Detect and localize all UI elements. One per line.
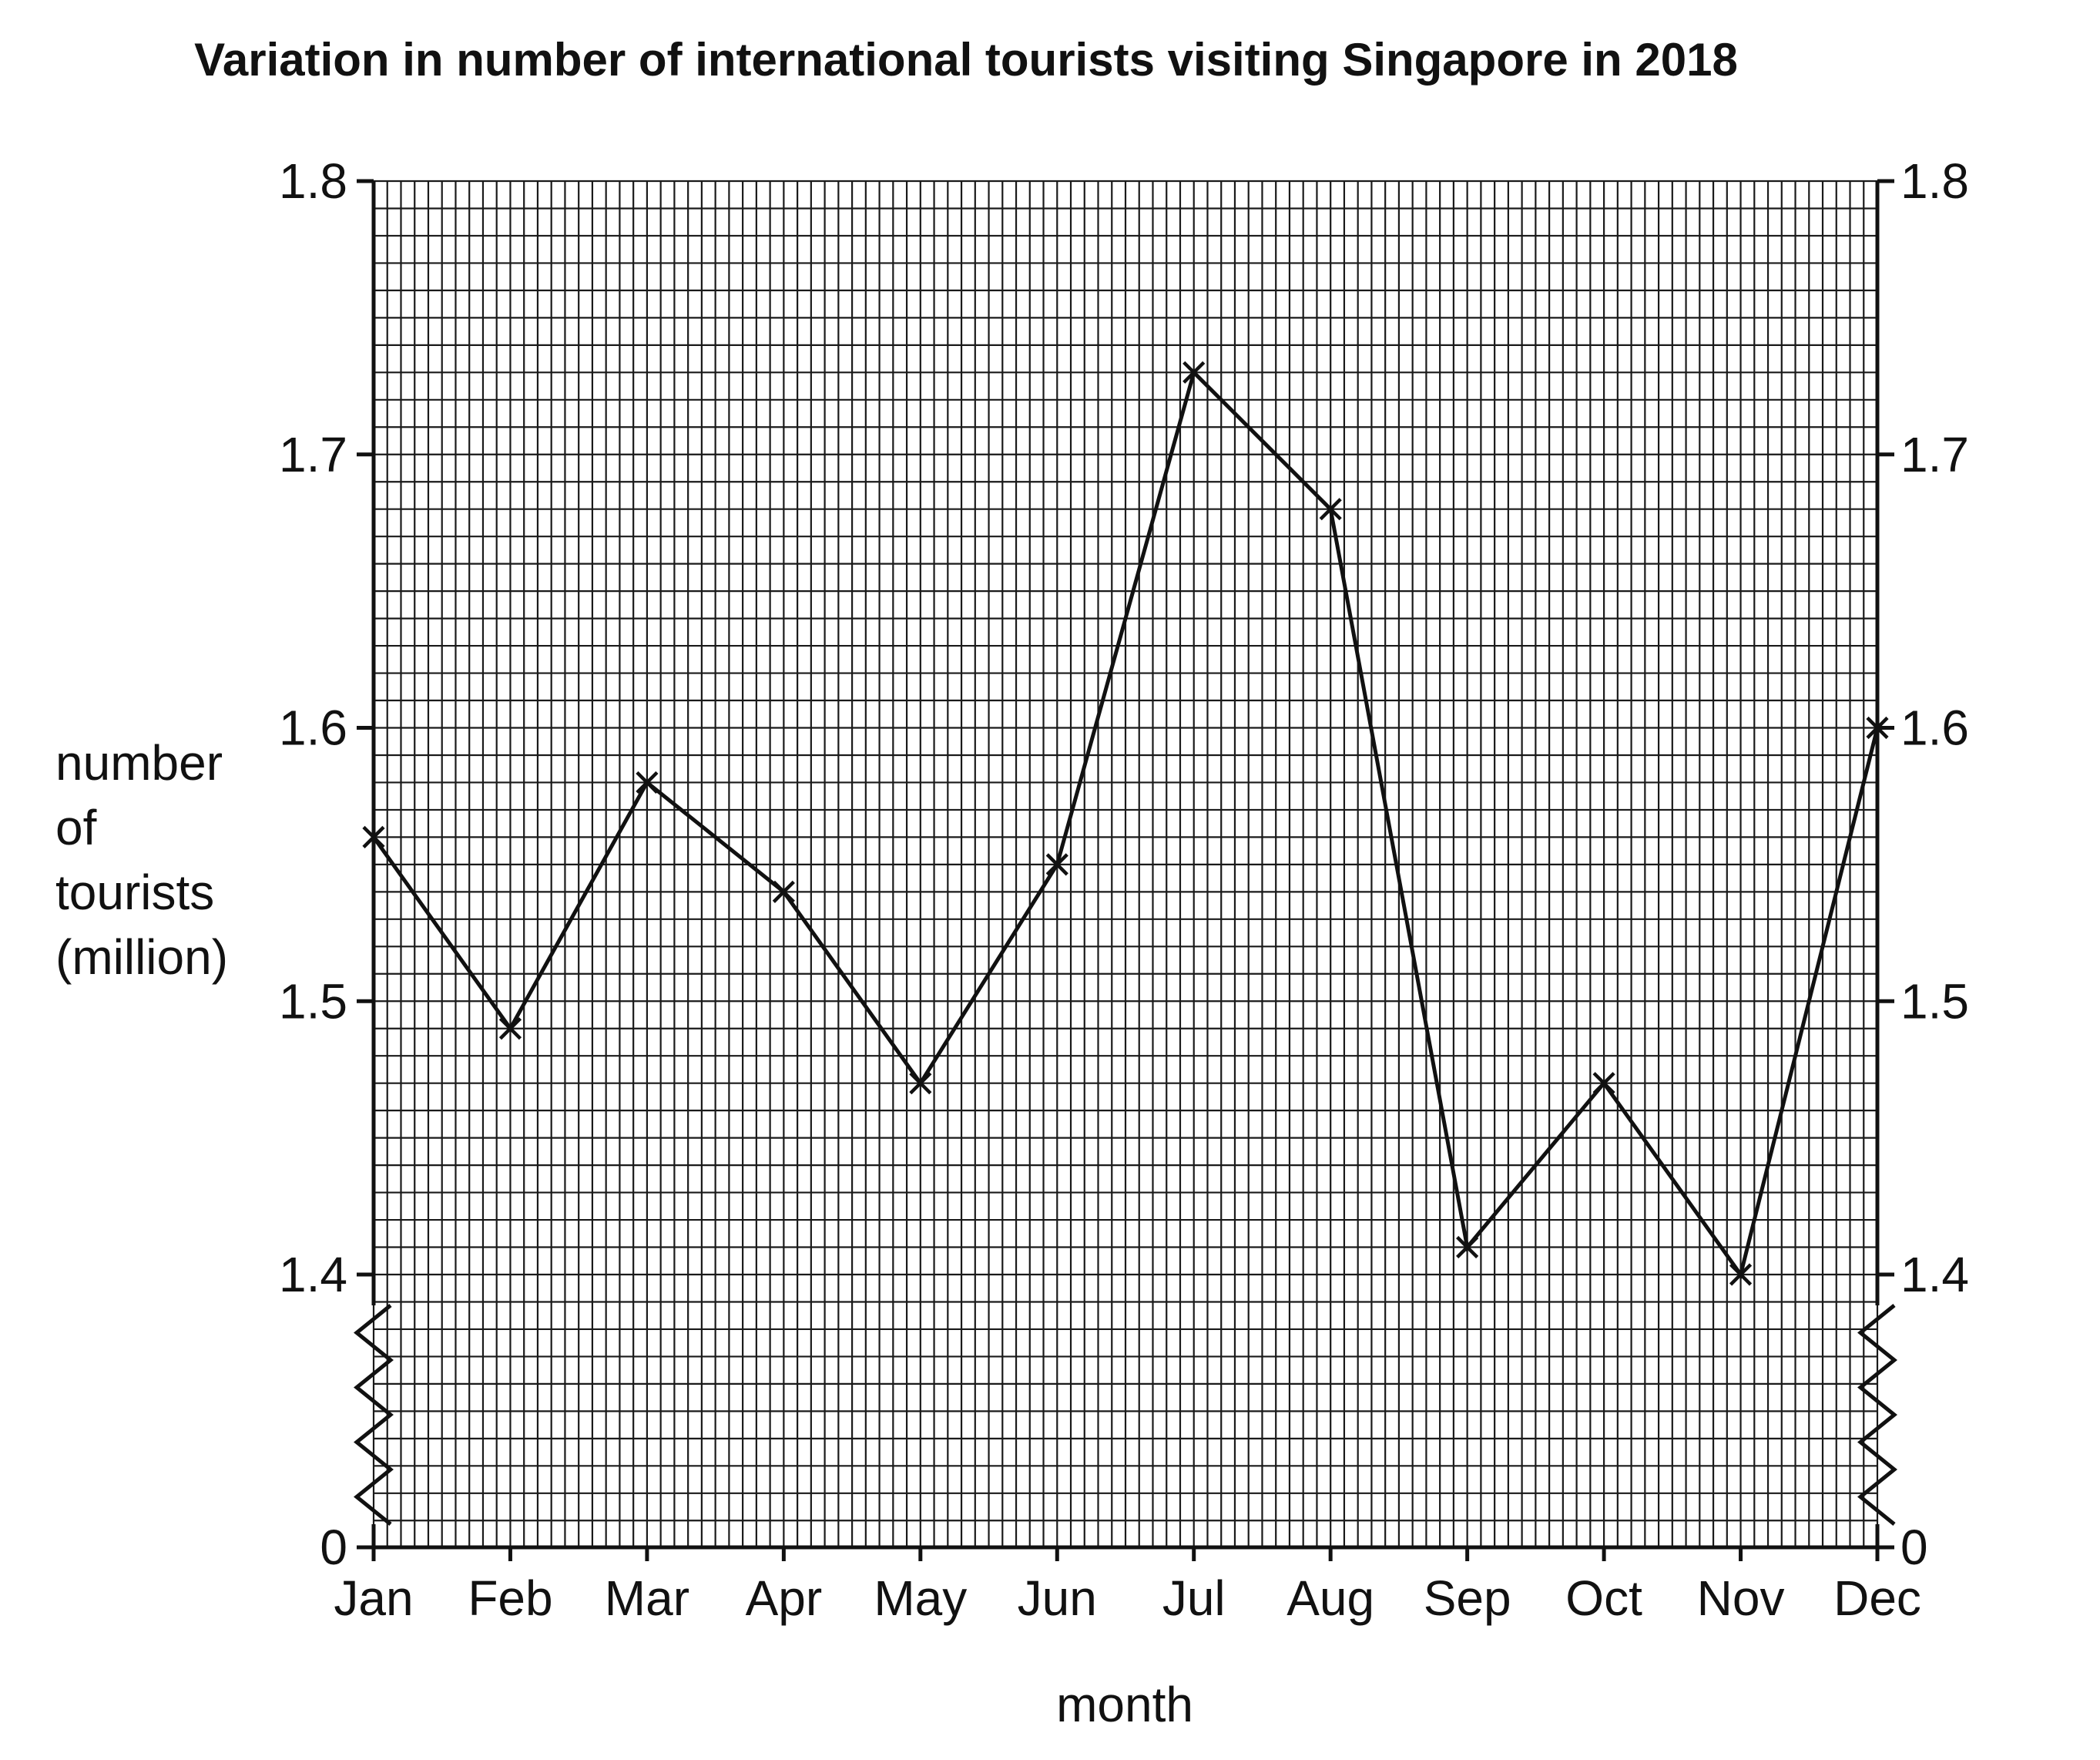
- y-axis-label-line-3: tourists: [55, 865, 214, 920]
- axis-break-left: [354, 1304, 394, 1526]
- marker-stroke: [1045, 853, 1068, 876]
- marker-stroke: [1592, 1072, 1615, 1095]
- y-tick-label-right: 1.5: [1900, 973, 1969, 1029]
- y-tick-label-right: 1.7: [1900, 427, 1969, 482]
- data-point-marker: [1729, 1263, 1753, 1286]
- x-tick-label: Sep: [1424, 1570, 1511, 1626]
- data-point-marker: [1319, 498, 1342, 521]
- data-point-marker: [1045, 853, 1068, 876]
- series: [362, 361, 1889, 1286]
- x-tick-label: Feb: [468, 1570, 552, 1626]
- data-point-marker: [1456, 1235, 1479, 1259]
- series-line: [371, 368, 1880, 1279]
- x-tick-label: Nov: [1697, 1570, 1785, 1626]
- data-point-marker: [636, 771, 659, 794]
- axes: [357, 179, 1894, 1561]
- x-tick-label: Jan: [334, 1570, 413, 1626]
- data-point-marker: [1866, 716, 1889, 740]
- x-tick-label: Oct: [1565, 1570, 1642, 1626]
- y-tick-label-left: 1.7: [279, 427, 347, 482]
- y-tick-label-right: 1.6: [1900, 700, 1969, 756]
- marker-stroke: [636, 771, 659, 794]
- x-tick-label: Jul: [1162, 1570, 1226, 1626]
- data-point-marker: [1183, 361, 1206, 384]
- marker-stroke: [1729, 1263, 1753, 1286]
- x-tick-label: Dec: [1833, 1570, 1921, 1626]
- y-tick-label-left: 0: [320, 1520, 347, 1575]
- marker-stroke: [498, 1017, 522, 1040]
- y-tick-label-left: 1.4: [279, 1247, 347, 1302]
- x-tick-labels: Jan Feb Mar Apr May Jun Jul Aug Sep Oct Nov Dec: [334, 1570, 1921, 1626]
- x-axis-label: month: [1056, 1677, 1193, 1732]
- axis-break-right: [1857, 1304, 1897, 1526]
- x-tick-label: Jun: [1018, 1570, 1097, 1626]
- data-point-marker: [1592, 1072, 1615, 1095]
- y-tick-label-left: 1.8: [279, 153, 347, 209]
- x-tick-label: May: [874, 1570, 967, 1626]
- marker-stroke: [1866, 716, 1889, 740]
- y-tick-label-left: 1.5: [279, 973, 347, 1029]
- marker-stroke: [1319, 498, 1342, 521]
- x-tick-label: Aug: [1287, 1570, 1374, 1626]
- marker-stroke: [909, 1072, 932, 1095]
- x-tick-label: Apr: [746, 1570, 823, 1626]
- marker-stroke: [772, 880, 795, 903]
- data-point-marker: [909, 1072, 932, 1095]
- marker-stroke: [362, 825, 385, 848]
- y-tick-label-left: 1.6: [279, 700, 347, 756]
- data-point-marker: [362, 825, 385, 848]
- y-axis-label-line-1: number: [55, 735, 223, 791]
- chart-title: Variation in number of international tou…: [194, 34, 1738, 86]
- y-tick-labels: 0 0 1.4 1.4 1.5 1.5 1.6 1.6 1.7 1.7 1.8 1.8: [279, 153, 1969, 1575]
- marker-stroke: [1456, 1235, 1479, 1259]
- y-axis-label-line-4: (million): [55, 929, 228, 985]
- y-axis-label-line-2: of: [55, 800, 97, 855]
- y-tick-label-right: 0: [1900, 1520, 1928, 1575]
- x-tick-label: Mar: [605, 1570, 689, 1626]
- data-point-marker: [498, 1017, 522, 1040]
- data-point-marker: [772, 880, 795, 903]
- axis-breaks: [354, 1304, 1897, 1526]
- grid: [372, 180, 1879, 1549]
- y-tick-label-right: 1.4: [1900, 1247, 1969, 1302]
- marker-stroke: [1183, 361, 1206, 384]
- y-tick-label-right: 1.8: [1900, 153, 1969, 209]
